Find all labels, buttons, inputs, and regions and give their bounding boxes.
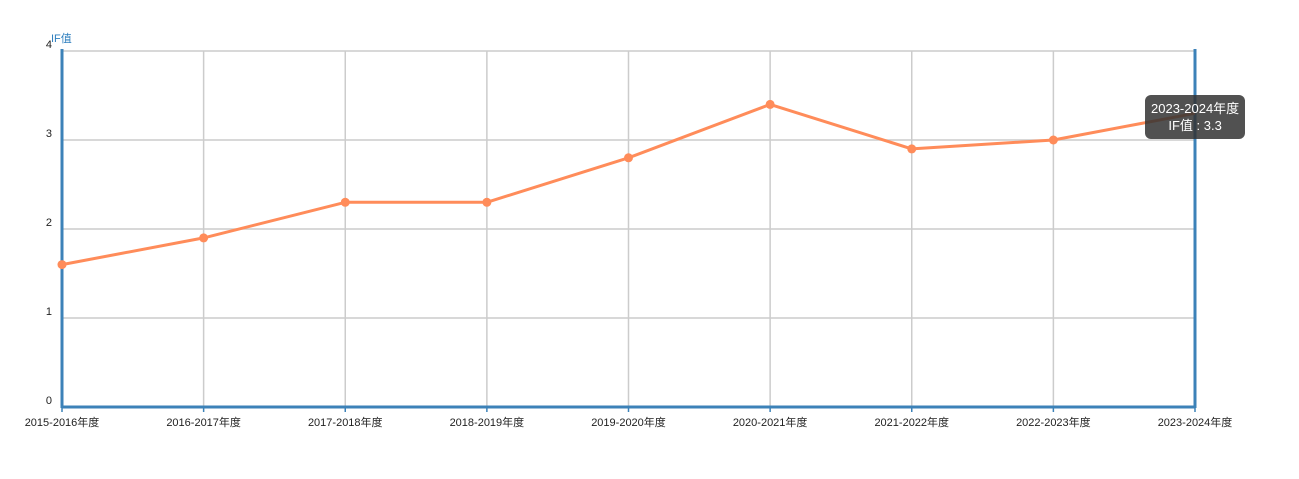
x-tick-label: 2017-2018年度 [308, 415, 383, 429]
x-tick-label: 2015-2016年度 [25, 415, 100, 429]
data-point[interactable] [199, 233, 209, 243]
data-point[interactable] [1048, 135, 1058, 145]
data-point[interactable] [765, 99, 775, 109]
y-tick-label: 1 [46, 306, 52, 318]
y-axis-label: IF值 [51, 32, 72, 45]
x-tick-label: 2016-2017年度 [166, 415, 241, 429]
data-point[interactable] [624, 153, 633, 163]
x-tick-label: 2018-2019年度 [450, 415, 525, 429]
y-tick-labels: 0 1 2 3 4 [46, 39, 52, 407]
data-points[interactable] [57, 99, 1058, 270]
y-tick-label: 2 [46, 217, 52, 229]
x-tick-label: 2019-2020年度 [591, 415, 666, 429]
tooltip-category: 2023-2024年度 [1151, 101, 1240, 117]
y-tick-label: 3 [46, 128, 52, 140]
tooltip: 2023-2024年度 IF值 : 3.3 [1145, 95, 1246, 140]
data-point[interactable] [482, 197, 492, 207]
data-point[interactable] [57, 260, 67, 270]
tooltip-value: IF值 : 3.3 [1168, 118, 1222, 134]
data-point[interactable] [907, 144, 917, 154]
y-tick-label: 4 [46, 39, 52, 51]
x-tick-label: 2022-2023年度 [1016, 415, 1091, 429]
y-tick-label: 0 [46, 395, 52, 407]
x-tick-labels: 2015-2016年度 2016-2017年度 2017-2018年度 2018-20… [25, 415, 1233, 429]
x-tick-label: 2020-2021年度 [733, 415, 808, 429]
x-tick-label: 2021-2022年度 [874, 415, 949, 429]
x-tick-label: 2023-2024年度 [1158, 415, 1233, 429]
grid [61, 50, 1196, 408]
data-point[interactable] [340, 197, 350, 207]
